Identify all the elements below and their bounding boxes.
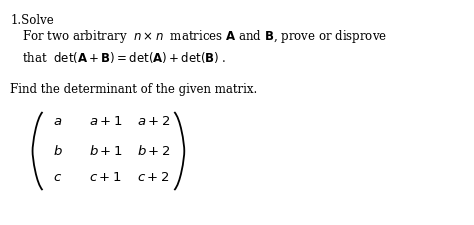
- Text: that  $\det(\mathbf{A}+\mathbf{B}) = \det(\mathbf{A})+\det(\mathbf{B})$ .: that $\det(\mathbf{A}+\mathbf{B}) = \det…: [22, 50, 227, 65]
- Text: $c$: $c$: [53, 171, 62, 184]
- Text: $b$: $b$: [53, 144, 63, 158]
- Text: For two arbitrary  $n\times n$  matrices $\mathbf{A}$ and $\mathbf{B}$, prove or: For two arbitrary $n\times n$ matrices $…: [22, 28, 387, 45]
- Text: $a+1$: $a+1$: [89, 115, 123, 128]
- Text: $b+2$: $b+2$: [137, 144, 171, 158]
- Text: 1.Solve: 1.Solve: [10, 14, 54, 27]
- Text: $a$: $a$: [53, 115, 62, 128]
- Text: $c+2$: $c+2$: [137, 171, 170, 184]
- Text: Find the determinant of the given matrix.: Find the determinant of the given matrix…: [10, 83, 258, 96]
- Text: $a+2$: $a+2$: [137, 115, 171, 128]
- Text: $b+1$: $b+1$: [89, 144, 123, 158]
- Text: $c+1$: $c+1$: [89, 171, 122, 184]
